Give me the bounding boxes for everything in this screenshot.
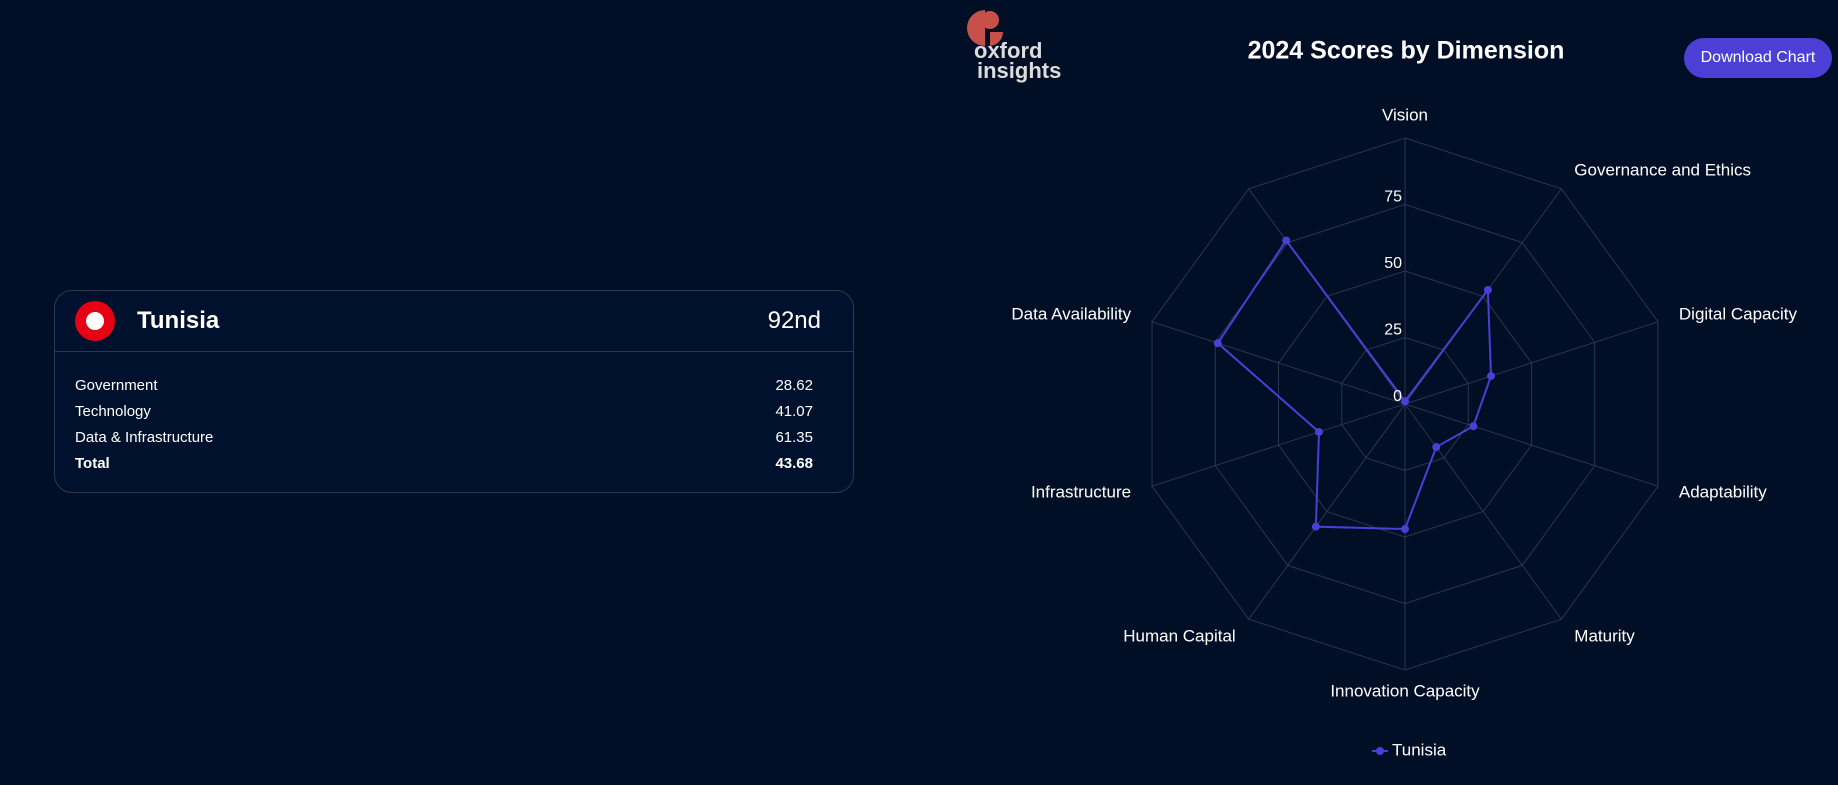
row-label: Total — [75, 454, 110, 472]
country: Tunisia — [137, 307, 220, 334]
data-point — [1311, 522, 1320, 531]
data-point — [1401, 525, 1409, 534]
logo: oxford insights — [967, 10, 1061, 83]
tick-label: 0 — [1393, 388, 1402, 405]
score-row: Technology 41.07 — [75, 398, 813, 424]
score-row: Government 28.62 — [75, 372, 813, 398]
axis-label: Infrastructure — [1031, 482, 1131, 501]
axis-label: Adaptability — [1679, 482, 1767, 501]
spoke — [1404, 403, 1659, 487]
data-point — [1432, 443, 1441, 452]
axis-label: Innovation Capacity — [1330, 681, 1480, 700]
series-line — [1216, 238, 1493, 531]
flag — [75, 301, 115, 341]
axis-label: Data Availability — [1011, 304, 1131, 323]
axis-label: Maturity — [1574, 626, 1635, 645]
row-value: 61.35 — [775, 428, 813, 446]
rank: 92nd — [767, 307, 821, 334]
tick-label: 25 — [1384, 322, 1402, 339]
row-value: 41.07 — [775, 402, 813, 420]
logo-text: oxford — [974, 38, 1042, 63]
spoke — [1404, 403, 1562, 620]
chart-title: 2024 Scores by Dimension — [1248, 37, 1565, 65]
spoke — [1151, 403, 1406, 487]
legend-label: Tunisia — [1392, 740, 1447, 759]
data-point — [1213, 339, 1222, 348]
axis-label: Vision — [1382, 105, 1428, 124]
score-row: Total 43.68 — [75, 450, 813, 476]
data-point — [1487, 372, 1496, 381]
country-card: Tunisia 92nd Government 28.62 Technology 41… — [54, 290, 854, 493]
data-point — [1314, 427, 1323, 436]
axis-label: Governance and Ethics — [1574, 160, 1751, 179]
row-label: Technology — [75, 402, 151, 420]
data-point — [1469, 422, 1478, 431]
spoke — [1248, 403, 1406, 620]
score-rows: Government 28.62 Technology 41.07 Data & Inf… — [55, 352, 853, 476]
tick-label: 50 — [1384, 255, 1402, 272]
tick-label: 75 — [1384, 189, 1402, 206]
score-row: Data & Infrastructure 61.35 — [75, 424, 813, 450]
data-point — [1282, 236, 1291, 245]
axis-label: Human Capital — [1123, 626, 1235, 645]
legend-swatch — [1376, 747, 1384, 755]
card-header: Tunisia 92nd — [55, 291, 853, 352]
spoke — [1404, 321, 1659, 405]
row-value: 28.62 — [775, 376, 813, 394]
axis-label: Digital Capacity — [1679, 304, 1798, 323]
data-point — [1401, 397, 1409, 406]
data-point — [1483, 285, 1492, 294]
row-label: Government — [75, 376, 158, 394]
row-label: Data & Infrastructure — [75, 428, 214, 446]
logo-text: insights — [977, 58, 1061, 83]
row-value: 43.68 — [775, 454, 813, 472]
spoke — [1151, 321, 1406, 405]
download-button[interactable]: Download Chart — [1684, 38, 1832, 78]
